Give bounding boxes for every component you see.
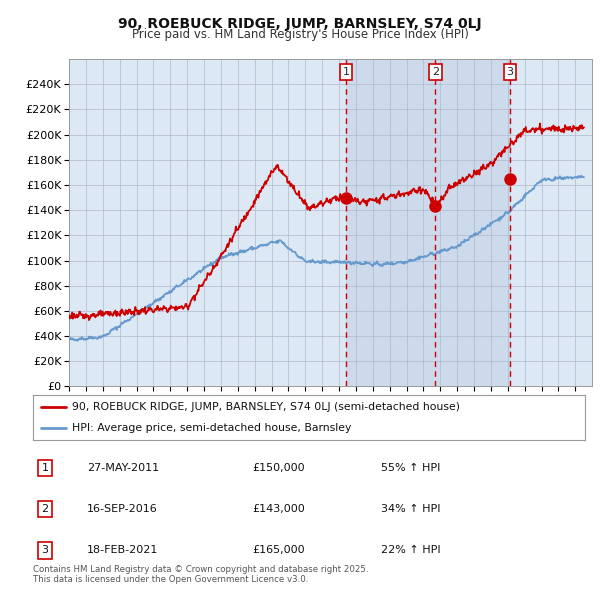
- Text: 55% ↑ HPI: 55% ↑ HPI: [381, 463, 440, 473]
- Text: 16-SEP-2016: 16-SEP-2016: [87, 504, 158, 514]
- Text: 3: 3: [506, 67, 514, 77]
- Text: 2: 2: [432, 67, 439, 77]
- Text: 34% ↑ HPI: 34% ↑ HPI: [381, 504, 440, 514]
- Text: £150,000: £150,000: [252, 463, 305, 473]
- Text: 1: 1: [343, 67, 349, 77]
- Text: 18-FEB-2021: 18-FEB-2021: [87, 546, 158, 555]
- Text: 27-MAY-2011: 27-MAY-2011: [87, 463, 159, 473]
- Text: Contains HM Land Registry data © Crown copyright and database right 2025.
This d: Contains HM Land Registry data © Crown c…: [33, 565, 368, 584]
- Bar: [346, 59, 510, 386]
- Text: £143,000: £143,000: [252, 504, 305, 514]
- Text: 90, ROEBUCK RIDGE, JUMP, BARNSLEY, S74 0LJ (semi-detached house): 90, ROEBUCK RIDGE, JUMP, BARNSLEY, S74 0…: [71, 402, 460, 412]
- Text: HPI: Average price, semi-detached house, Barnsley: HPI: Average price, semi-detached house,…: [71, 422, 351, 432]
- Text: 90, ROEBUCK RIDGE, JUMP, BARNSLEY, S74 0LJ: 90, ROEBUCK RIDGE, JUMP, BARNSLEY, S74 0…: [118, 17, 482, 31]
- Text: 3: 3: [41, 546, 49, 555]
- Text: 2: 2: [41, 504, 49, 514]
- Text: 1: 1: [41, 463, 49, 473]
- Text: £165,000: £165,000: [252, 546, 305, 555]
- Text: Price paid vs. HM Land Registry's House Price Index (HPI): Price paid vs. HM Land Registry's House …: [131, 28, 469, 41]
- Text: 22% ↑ HPI: 22% ↑ HPI: [381, 546, 440, 555]
